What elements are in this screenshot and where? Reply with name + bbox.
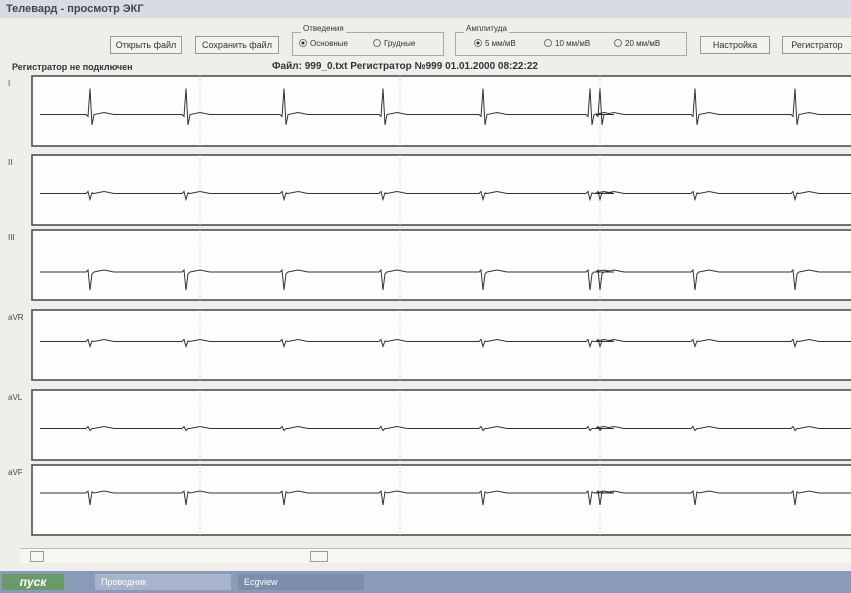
lead-label: I [8,79,10,88]
lead-label: II [8,158,12,167]
radio-option[interactable]: Основные [299,39,348,48]
title-bar: Телевард - просмотр ЭКГ [0,0,851,18]
lead-panel [32,155,851,225]
taskbar: пуск Проводник Ecgview [0,571,851,593]
window-title: Телевард - просмотр ЭКГ [6,3,144,15]
lead-panel [32,465,851,535]
scrollbar[interactable] [20,548,851,563]
lead-panel [32,230,851,300]
task-item[interactable]: Ecgview [238,574,364,590]
lead-panel [32,390,851,460]
settings-button[interactable]: Настройка [700,36,770,54]
group-title: Отведения [301,24,346,33]
group-title: Амплитуда [464,24,509,33]
scroll-thumb[interactable] [310,551,328,562]
lead-label: III [8,233,15,242]
lead-label: aVF [8,468,23,477]
leads-group: Отведения Основные Грудные [292,32,444,56]
lead-panel [32,76,851,146]
start-button[interactable]: пуск [2,574,64,590]
file-info: Файл: 999_0.txt Регистратор №999 01.01.2… [272,61,538,72]
scroll-arrow[interactable] [30,551,44,562]
radio-option[interactable]: 10 мм/мВ [544,39,590,48]
radio-option[interactable]: 5 мм/мВ [474,39,516,48]
status-text: Регистратор не подключен [12,62,133,72]
open-button[interactable]: Открыть файл [110,36,182,54]
amp-group: Амплитуда 5 мм/мВ 10 мм/мВ 20 мм/мВ [455,32,687,56]
lead-panel [32,310,851,380]
recorder-button[interactable]: Регистратор [782,36,851,54]
app-window: Телевард - просмотр ЭКГ Открыть файл Сох… [0,0,851,593]
radio-option[interactable]: 20 мм/мВ [614,39,660,48]
lead-label: aVR [8,313,24,322]
save-button[interactable]: Сохранить файл [195,36,279,54]
radio-option[interactable]: Грудные [373,39,415,48]
task-item[interactable]: Проводник [95,574,231,590]
lead-label: aVL [8,393,23,402]
